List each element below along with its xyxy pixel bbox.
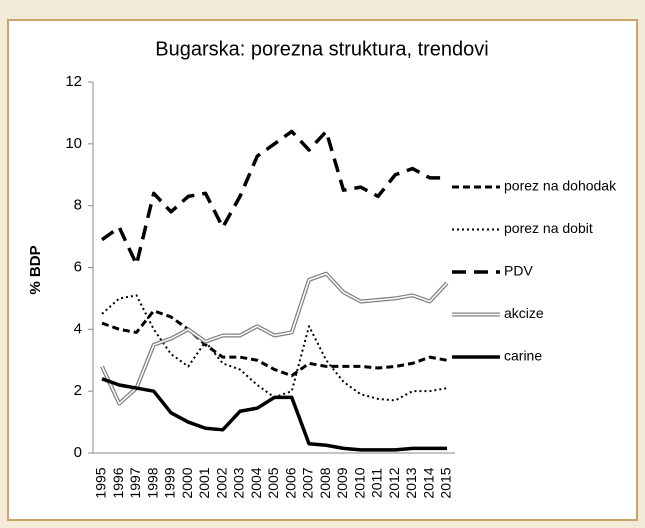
x-tick-label: 2008 xyxy=(317,467,333,498)
y-tick-label: 4 xyxy=(74,320,82,337)
legend-label: carine xyxy=(504,348,542,364)
legend-label: porez na dobit xyxy=(504,220,593,236)
y-tick-label: 0 xyxy=(74,444,82,461)
series-line xyxy=(100,129,447,267)
x-tick-label: 2001 xyxy=(196,467,212,498)
x-tick-label: 2006 xyxy=(282,467,298,498)
y-tick-label: 2 xyxy=(74,382,82,399)
series-line xyxy=(101,309,448,378)
y-tick-label: 10 xyxy=(65,135,82,152)
series-line xyxy=(101,377,447,452)
y-axis-label: % BDP xyxy=(27,245,44,294)
line-highlight xyxy=(101,272,448,405)
plot-frame xyxy=(7,19,638,521)
x-tick-label: 2011 xyxy=(369,468,385,498)
legend-label: akcize xyxy=(504,305,544,321)
y-tick-label: 6 xyxy=(74,258,82,275)
x-tick-label: 1999 xyxy=(162,467,178,498)
x-tick-label: 2002 xyxy=(213,467,229,498)
chart-title: Bugarska: porezna struktura, trendovi xyxy=(155,38,489,60)
legend-label: porez na dohodak xyxy=(504,178,617,194)
x-tick-label: 2015 xyxy=(438,467,454,498)
x-tick-label: 2007 xyxy=(300,467,316,498)
x-tick-label: 1998 xyxy=(144,467,160,498)
x-tick-label: 1996 xyxy=(110,467,126,498)
y-tick-label: 12 xyxy=(65,73,82,90)
x-tick-label: 2004 xyxy=(248,467,264,498)
x-tick-label: 2014 xyxy=(420,467,436,498)
x-tick-label: 2013 xyxy=(403,467,419,498)
y-tick-label: 8 xyxy=(74,197,82,214)
x-tick-label: 2012 xyxy=(386,467,402,498)
x-tick-label: 1997 xyxy=(127,467,143,498)
x-tick-label: 2005 xyxy=(265,467,281,498)
x-tick-label: 2003 xyxy=(231,467,247,498)
legend-label: PDV xyxy=(504,263,533,279)
x-tick-label: 2009 xyxy=(334,467,350,498)
x-tick-label: 2010 xyxy=(351,467,367,498)
x-tick-label: 2000 xyxy=(179,467,195,498)
x-tick-label: 1995 xyxy=(93,467,109,498)
